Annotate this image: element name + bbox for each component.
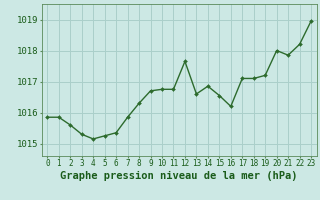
X-axis label: Graphe pression niveau de la mer (hPa): Graphe pression niveau de la mer (hPa) [60,171,298,181]
